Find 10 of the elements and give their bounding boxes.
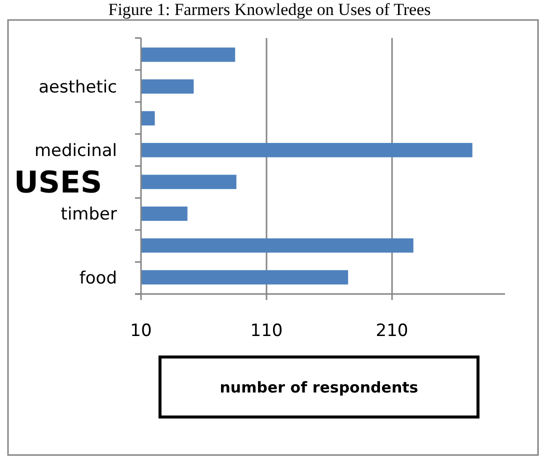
- x-tick-label: 110: [250, 321, 283, 341]
- y-axis-title: USES: [14, 166, 102, 200]
- y-tick-label: timber: [60, 204, 117, 225]
- y-tick-label: food: [79, 268, 117, 288]
- x-axis-title: number of respondents: [220, 378, 418, 396]
- y-tick-label: aesthetic: [38, 77, 117, 98]
- y-tick-label: medicinal: [34, 141, 117, 162]
- chart-title: Figure 1: Farmers Knowledge on Uses of Trees: [108, 0, 431, 19]
- x-tick-label: 10: [130, 321, 152, 341]
- x-tick-label: 210: [376, 321, 408, 341]
